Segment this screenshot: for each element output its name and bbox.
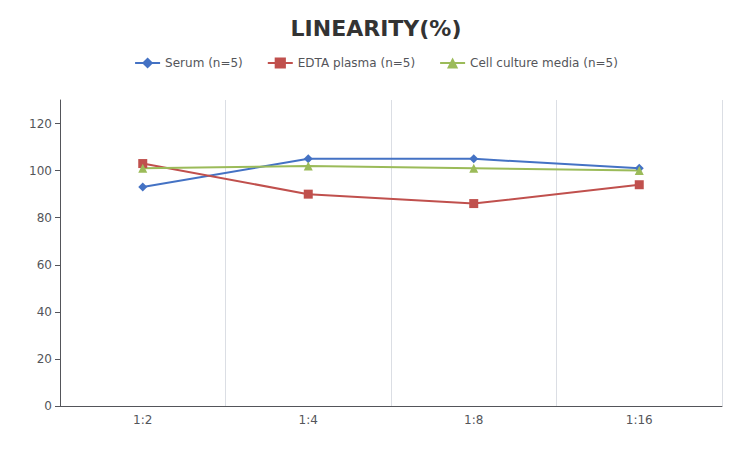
svg-text:1:2: 1:2 [133, 413, 152, 427]
svg-text:100: 100 [29, 164, 52, 178]
svg-text:80: 80 [37, 211, 52, 225]
svg-text:20: 20 [37, 352, 52, 366]
svg-text:EDTA plasma (n=5): EDTA plasma (n=5) [298, 56, 415, 70]
svg-text:1:4: 1:4 [299, 413, 318, 427]
svg-text:60: 60 [37, 258, 52, 272]
svg-text:1:16: 1:16 [626, 413, 653, 427]
svg-text:40: 40 [37, 305, 52, 319]
svg-text:Cell culture media (n=5): Cell culture media (n=5) [470, 56, 618, 70]
svg-text:120: 120 [29, 117, 52, 131]
svg-text:1:8: 1:8 [464, 413, 483, 427]
svg-text:Serum (n=5): Serum (n=5) [165, 56, 243, 70]
svg-text:0: 0 [44, 399, 52, 413]
svg-text:LINEARITY(%): LINEARITY(%) [291, 16, 462, 41]
